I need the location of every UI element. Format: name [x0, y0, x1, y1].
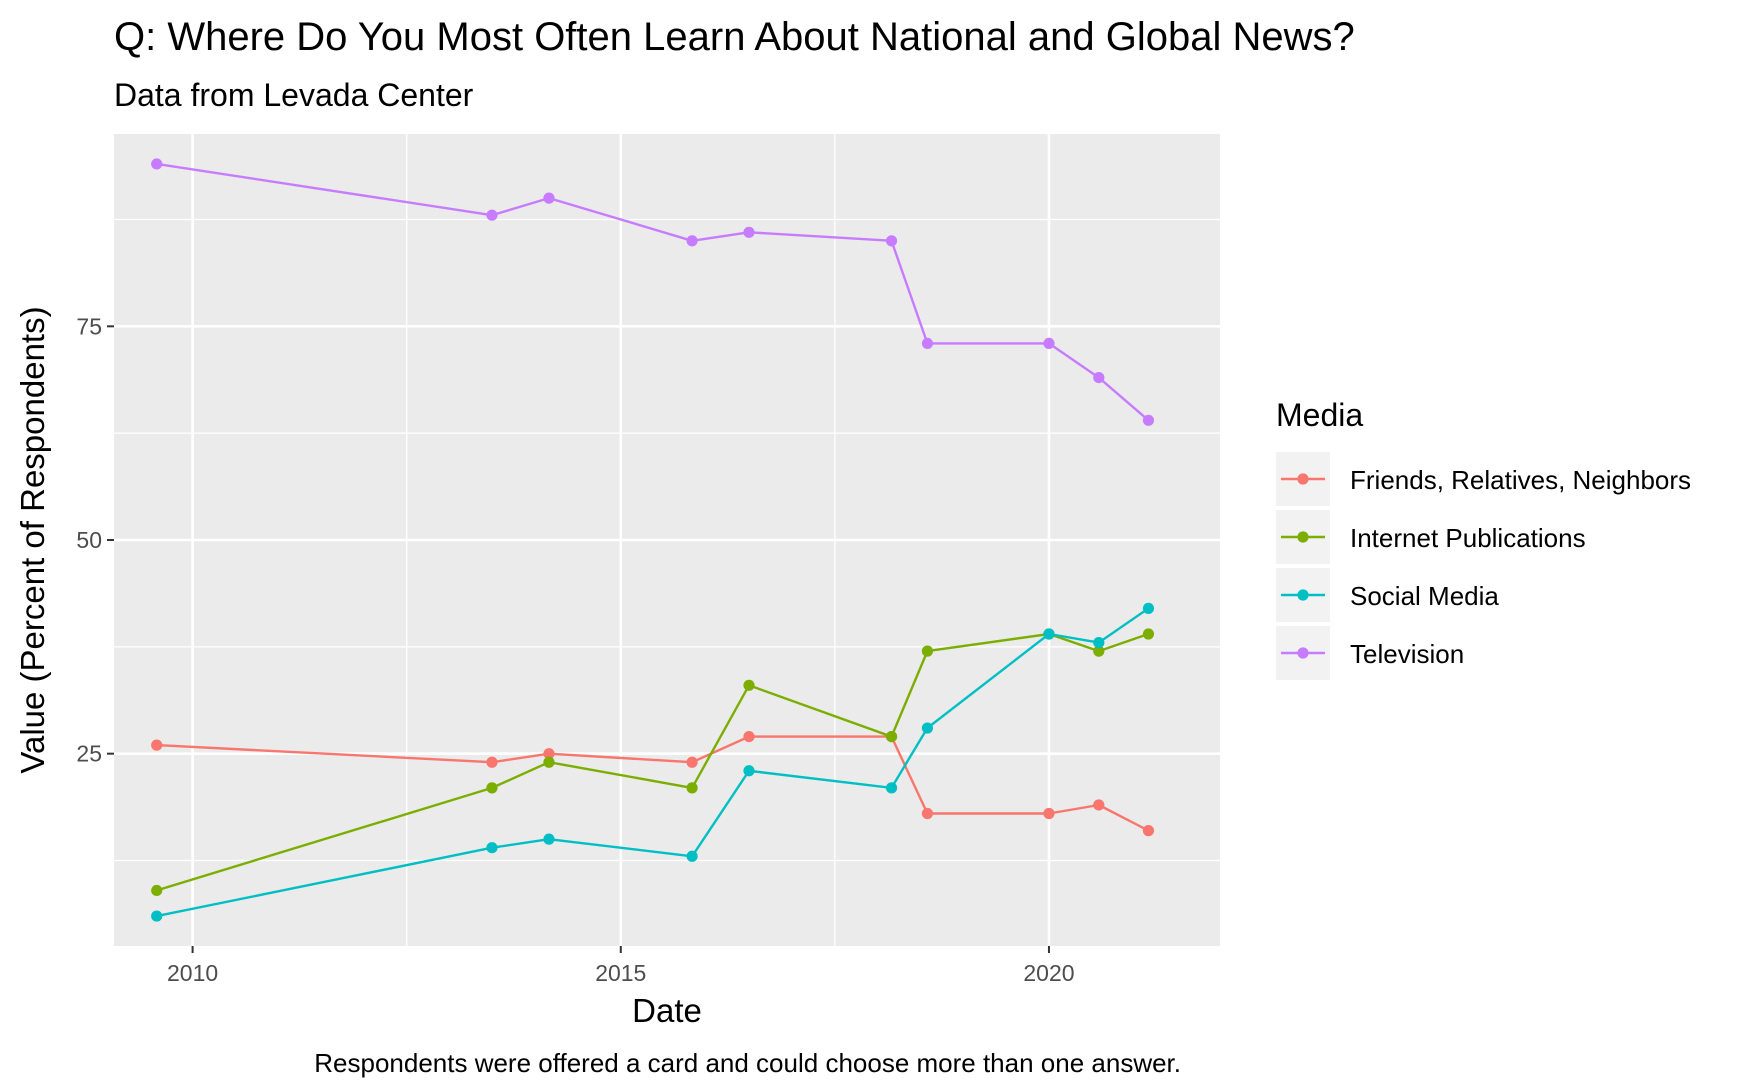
series-point-0 [1142, 825, 1155, 837]
x-axis-title: Date [632, 992, 702, 1029]
series-point-3 [1043, 337, 1055, 350]
series-point-1 [1142, 628, 1155, 640]
series-point-1 [921, 645, 934, 657]
legend-key-point-2 [1297, 589, 1309, 601]
series-point-2 [1142, 602, 1155, 614]
series-point-0 [151, 739, 163, 751]
series-point-2 [543, 833, 555, 845]
legend-key-point-1 [1297, 531, 1309, 543]
series-point-2 [743, 765, 755, 777]
series-point-2 [1043, 628, 1055, 640]
series-point-3 [543, 192, 555, 204]
y-tick-label: 25 [76, 741, 102, 767]
legend-label-2: Social Media [1350, 581, 1499, 611]
series-point-1 [486, 782, 498, 794]
series-layer [151, 158, 1155, 922]
series-line-1 [156, 632, 1149, 892]
series-point-1 [743, 679, 755, 691]
series-point-2 [151, 910, 163, 922]
series-point-1 [686, 782, 698, 794]
series-line-2 [156, 607, 1150, 918]
series-line-0 [156, 735, 1149, 832]
series-point-3 [743, 226, 755, 238]
series-point-0 [1043, 807, 1055, 820]
series-point-0 [686, 756, 698, 768]
y-tick-label: 75 [76, 313, 102, 339]
series-line-3 [156, 162, 1150, 422]
series-point-3 [885, 235, 898, 247]
series-point-3 [1142, 414, 1155, 426]
series-point-1 [543, 756, 555, 768]
legend-label-0: Friends, Relatives, Neighbors [1350, 465, 1691, 495]
series-point-1 [885, 730, 898, 743]
series-point-3 [921, 337, 934, 350]
series-point-2 [885, 782, 898, 794]
y-tick-label: 50 [76, 527, 102, 553]
series-point-3 [151, 158, 163, 170]
chart-title: Q: Where Do You Most Often Learn About N… [114, 15, 1355, 59]
series-point-0 [486, 756, 498, 768]
series-point-3 [686, 235, 698, 247]
series-point-3 [486, 209, 498, 221]
series-point-2 [686, 850, 698, 862]
series-point-0 [743, 730, 755, 743]
x-tick-label: 2015 [595, 960, 646, 986]
x-tick-label: 2020 [1023, 960, 1074, 986]
legend: Media Friends, Relatives, Neighbors Inter… [1276, 397, 1691, 680]
series-point-2 [921, 722, 934, 734]
legend-label-3: Television [1350, 639, 1464, 669]
series-point-2 [486, 842, 498, 854]
x-tick-label: 2010 [167, 960, 218, 986]
series-point-3 [1093, 372, 1105, 384]
legend-key-point-3 [1297, 647, 1309, 659]
grid-major [114, 134, 1220, 946]
y-axis-title: Value (Percent of Respondents) [14, 306, 51, 773]
series-point-0 [543, 748, 555, 760]
series-point-0 [921, 807, 934, 820]
series-point-2 [1093, 636, 1105, 649]
chart-subtitle: Data from Levada Center [114, 77, 474, 113]
legend-title: Media [1276, 397, 1363, 433]
axes-layer: 2010 2015 2020 25 50 75 [76, 313, 1074, 986]
series-point-1 [151, 884, 163, 897]
chart-caption: Respondents were offered a card and coul… [314, 1048, 1181, 1078]
series-point-1 [1093, 645, 1105, 657]
series-point-0 [1093, 799, 1105, 811]
legend-label-1: Internet Publications [1350, 523, 1586, 553]
legend-key-point-0 [1297, 473, 1309, 485]
